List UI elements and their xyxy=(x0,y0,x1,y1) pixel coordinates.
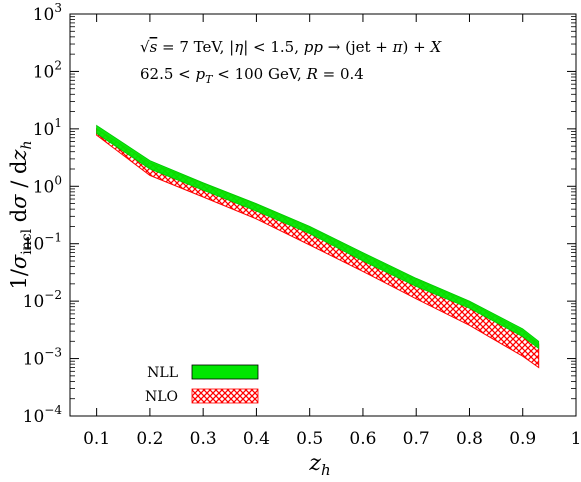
legend-swatch-nll xyxy=(191,364,259,380)
x-tick-label: 0.1 xyxy=(83,429,110,449)
x-tick-label: 0.6 xyxy=(349,429,376,449)
y-tick-label: 10−2 xyxy=(23,288,62,312)
x-tick-label: 0.8 xyxy=(456,429,483,449)
band-nlo xyxy=(96,127,540,369)
x-tick-label: 0.9 xyxy=(509,429,536,449)
y-tick-label: 103 xyxy=(33,1,62,25)
legend-label-nll: NLL xyxy=(147,365,178,381)
plot-bands xyxy=(96,124,540,369)
x-tick-label: 0.2 xyxy=(136,429,163,449)
x-tick-label: 0.4 xyxy=(243,429,270,449)
y-axis-label: 1/σincl dσ / dzh xyxy=(7,140,35,289)
legend-swatch-nlo xyxy=(191,388,259,404)
x-tick-label: 0.5 xyxy=(296,429,323,449)
axis-ticks xyxy=(70,13,577,417)
y-tick-label: 10−1 xyxy=(23,231,62,255)
band-nll xyxy=(96,124,540,350)
y-tick-label: 100 xyxy=(33,173,62,197)
x-tick-label: 0.7 xyxy=(403,429,430,449)
legend: NLL NLO xyxy=(145,364,259,405)
annotation-line-2: 62.5 < pT < 100 GeV, R = 0.4 xyxy=(140,65,364,86)
y-tick-label: 10−3 xyxy=(23,346,62,370)
legend-label-nlo: NLO xyxy=(145,389,178,405)
x-tick-label: 0.3 xyxy=(190,429,217,449)
annotation-line-1: √s = 7 TeV, |η| < 1.5, pp → (jet + π) + … xyxy=(140,38,442,56)
y-tick-label: 101 xyxy=(33,116,62,140)
x-tick-labels: 0.1 0.2 0.3 0.4 0.5 0.6 0.7 0.8 0.9 1 xyxy=(83,429,581,449)
y-tick-labels: 10−4 10−3 10−2 10−1 100 101 102 103 xyxy=(23,1,63,427)
y-tick-label: 10−4 xyxy=(23,403,63,427)
svg-text:1/σincl dσ / dzh: 1/σincl dσ / dzh xyxy=(7,140,35,289)
x-tick-label: 1 xyxy=(571,429,581,449)
plot-frame xyxy=(69,13,577,417)
x-axis-label: zh xyxy=(308,451,330,479)
y-tick-label: 102 xyxy=(33,58,62,82)
